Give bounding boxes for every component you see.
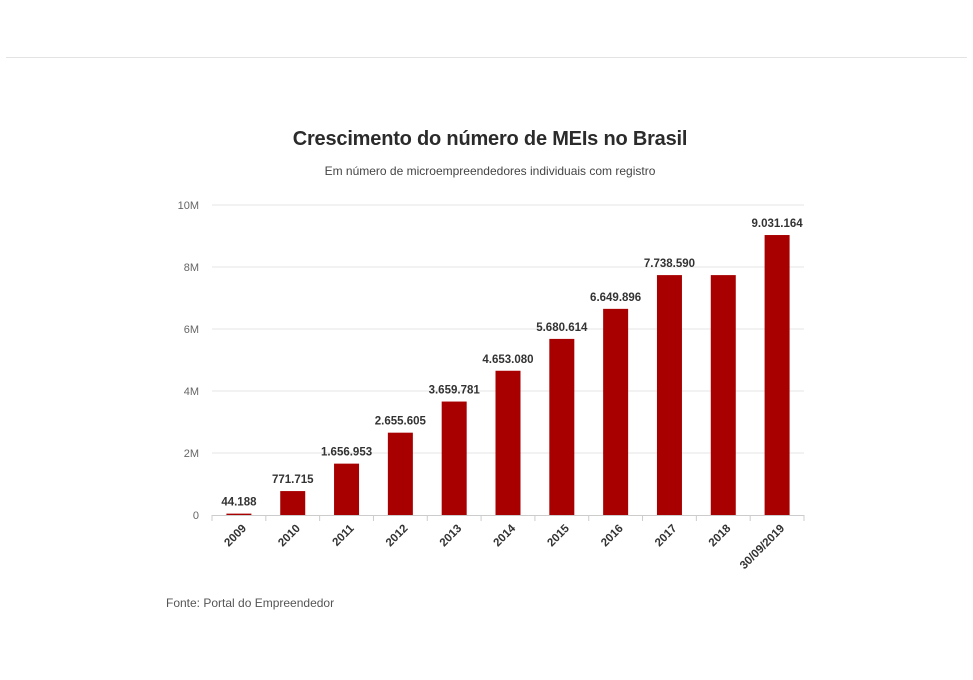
source-note: Fonte: Portal do Empreendedor xyxy=(166,596,335,610)
data-label: 4.653.080 xyxy=(482,354,533,366)
chart-subtitle: Em número de microempreendedores individ… xyxy=(324,164,656,178)
bar-2018 xyxy=(710,275,736,515)
data-label: 6.649.896 xyxy=(590,292,641,304)
data-label: 771.715 xyxy=(272,474,314,486)
x-tick-label: 2016 xyxy=(599,523,626,550)
data-label: 2.655.605 xyxy=(375,416,427,428)
x-tick-label: 2012 xyxy=(384,523,411,550)
y-tick-label: 6M xyxy=(184,324,199,336)
x-axis: 2009 2010 2011 2012 2013 2014 2015 2016 2017 2018… xyxy=(211,515,805,572)
data-label: 7.738.590 xyxy=(644,258,695,270)
bar-2011 xyxy=(334,463,360,515)
chart-title: Crescimento do número de MEIs no Brasil xyxy=(292,128,688,150)
bar-2012 xyxy=(387,432,413,515)
bar-2014 xyxy=(495,370,521,515)
x-tick-label: 2009 xyxy=(222,523,249,550)
data-label: 5.680.614 xyxy=(536,322,588,334)
data-label: 44.188 xyxy=(221,497,257,509)
x-tick-label: 30/09/2019 xyxy=(738,523,787,572)
bar-2013 xyxy=(441,401,467,515)
y-tick-label: 4M xyxy=(184,386,199,398)
y-tick-label: 2M xyxy=(184,448,199,460)
data-labels: 44.188 771.715 1.656.953 2.655.605 3.659.781… xyxy=(221,218,803,509)
bar-30/09/2019 xyxy=(764,235,790,515)
data-label: 3.659.781 xyxy=(429,385,481,397)
x-tick-label: 2013 xyxy=(438,523,465,550)
y-tick-label: 10M xyxy=(178,200,199,212)
bar-2016 xyxy=(603,308,629,515)
x-tick-label: 2015 xyxy=(545,522,572,549)
data-label: 1.656.953 xyxy=(321,447,372,459)
x-tick-label: 2011 xyxy=(331,522,358,549)
x-tick-label: 2017 xyxy=(653,523,680,550)
top-divider xyxy=(6,57,967,58)
y-tick-label: 0 xyxy=(193,510,199,522)
data-label: 9.031.164 xyxy=(752,218,804,230)
x-tick-label: 2014 xyxy=(492,522,519,549)
bars xyxy=(226,235,790,515)
y-axis-ticks: 0 2M 4M 6M 8M 10M xyxy=(178,200,199,522)
y-tick-label: 8M xyxy=(184,262,199,274)
x-tick-label: 2010 xyxy=(276,523,303,550)
bar-2010 xyxy=(280,491,306,515)
bar-2009 xyxy=(226,513,252,515)
x-tick-label: 2018 xyxy=(707,522,734,549)
bar-2017 xyxy=(656,275,682,515)
bar-2015 xyxy=(549,338,575,515)
